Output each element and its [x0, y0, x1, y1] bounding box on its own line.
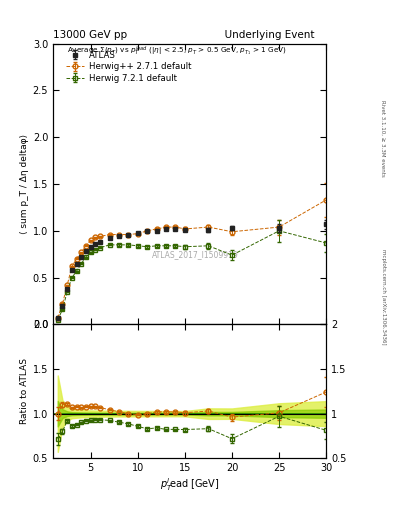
Text: Rivet 3.1.10, ≥ 3.3M events: Rivet 3.1.10, ≥ 3.3M events [381, 100, 386, 177]
X-axis label: $p_T^l\!$ead [GeV]: $p_T^l\!$ead [GeV] [160, 476, 219, 493]
Text: 13000 GeV pp                              Underlying Event: 13000 GeV pp Underlying Event [53, 30, 314, 40]
Y-axis label: ⟨ sum p_T / Δη deltaφ⟩: ⟨ sum p_T / Δη deltaφ⟩ [20, 134, 29, 234]
Text: ATLAS_2017_I1509919: ATLAS_2017_I1509919 [152, 250, 239, 259]
Text: Average $\Sigma(p_T)$ vs $p_T^{lead}$ ($|\eta|$ < 2.5, $p_T$ > 0.5 GeV, $p_{T_1}: Average $\Sigma(p_T)$ vs $p_T^{lead}$ ($… [67, 45, 286, 58]
Y-axis label: Ratio to ATLAS: Ratio to ATLAS [20, 358, 29, 424]
Legend: ATLAS, Herwig++ 2.7.1 default, Herwig 7.2.1 default: ATLAS, Herwig++ 2.7.1 default, Herwig 7.… [66, 51, 191, 83]
Text: mcplots.cern.ch [arXiv:1306.3436]: mcplots.cern.ch [arXiv:1306.3436] [381, 249, 386, 345]
